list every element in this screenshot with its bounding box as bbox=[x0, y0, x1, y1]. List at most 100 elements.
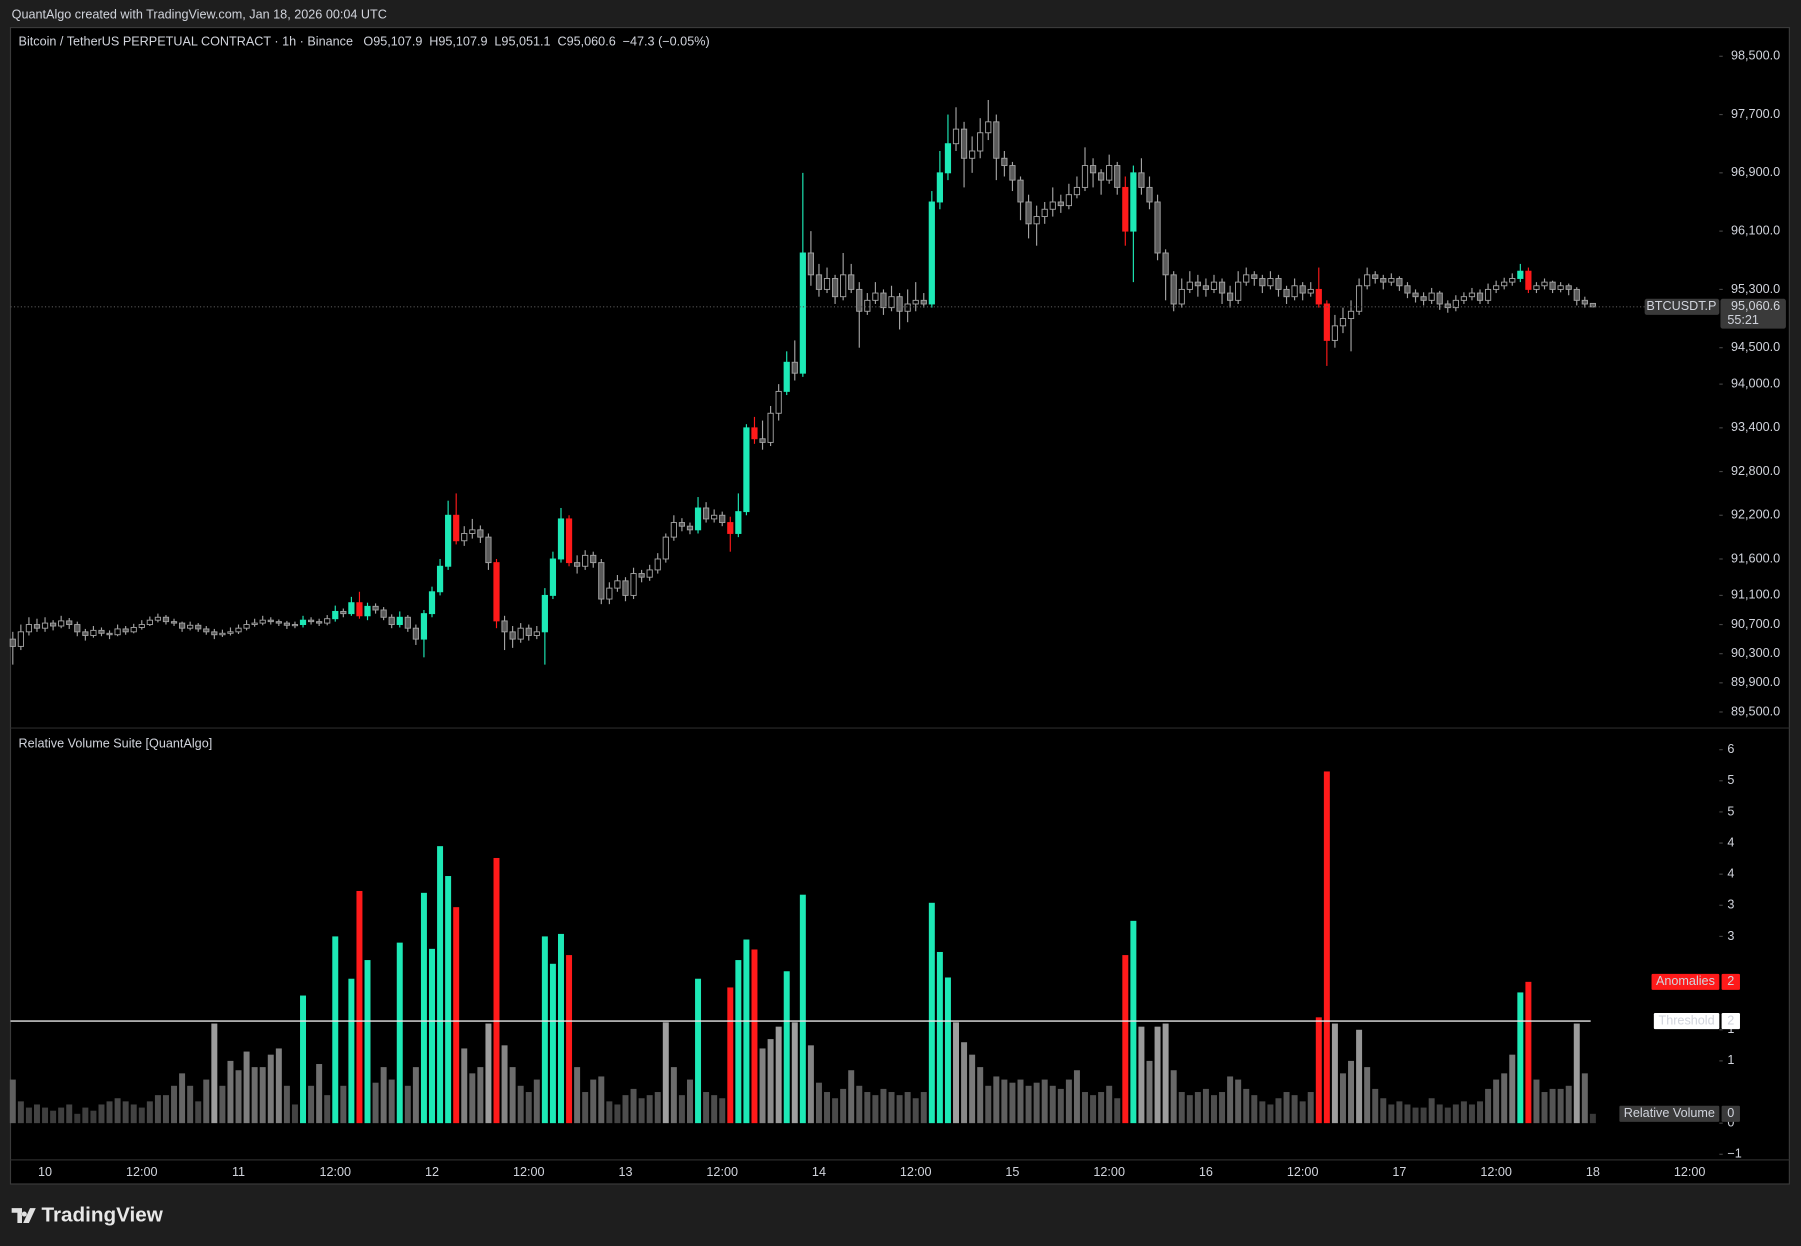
candle-body bbox=[1493, 285, 1500, 290]
candle-body bbox=[711, 514, 718, 520]
time-tick-label: 15 bbox=[1005, 1165, 1019, 1179]
candle-body bbox=[453, 514, 460, 542]
candle-body bbox=[831, 278, 839, 298]
anomalies-value: 2 bbox=[1727, 974, 1734, 988]
volume-bar bbox=[566, 955, 573, 1124]
volume-bar bbox=[1194, 1092, 1201, 1124]
volume-bar bbox=[678, 1095, 685, 1124]
volume-bar bbox=[1307, 1092, 1314, 1124]
volume-bar bbox=[1267, 1104, 1274, 1124]
candle-body bbox=[1057, 201, 1064, 207]
volume-bar bbox=[33, 1104, 40, 1124]
candle-body bbox=[1412, 292, 1419, 298]
candle-body bbox=[912, 299, 919, 305]
volume-bar bbox=[1412, 1107, 1419, 1124]
relative-volume-value: 0 bbox=[1727, 1106, 1734, 1120]
candle-body bbox=[493, 562, 500, 622]
price-tick-label: 89,900.0 bbox=[1731, 675, 1780, 689]
volume-bar bbox=[1589, 1113, 1596, 1124]
candle-body bbox=[1307, 288, 1314, 294]
volume-bar bbox=[1219, 1092, 1226, 1124]
volume-bar bbox=[203, 1079, 210, 1124]
candle-body bbox=[1065, 194, 1072, 207]
volume-bar bbox=[1380, 1098, 1387, 1124]
candle-body bbox=[936, 172, 943, 203]
candle-body bbox=[977, 132, 984, 152]
volume-bar bbox=[1025, 1085, 1032, 1124]
volume-bar bbox=[759, 1048, 766, 1124]
volume-bar bbox=[1396, 1101, 1403, 1124]
volume-bar bbox=[179, 1073, 186, 1124]
candle-body bbox=[622, 580, 629, 596]
volume-bar bbox=[993, 1076, 1000, 1124]
candle-body bbox=[751, 427, 758, 440]
volume-bar bbox=[1041, 1079, 1048, 1124]
volume-bar bbox=[1235, 1079, 1242, 1124]
candle-body bbox=[372, 605, 379, 611]
volume-bar bbox=[727, 987, 734, 1124]
volume-tick-label: 1 bbox=[1727, 1053, 1734, 1067]
candle-body bbox=[25, 624, 33, 633]
volume-bar bbox=[1485, 1088, 1492, 1124]
candle-body bbox=[509, 631, 516, 640]
volume-tick-label: 0 bbox=[1727, 1115, 1734, 1129]
candle-body bbox=[985, 121, 992, 134]
price-tick-label: 94,500.0 bbox=[1731, 340, 1780, 354]
candle-body bbox=[348, 602, 355, 615]
volume-bar bbox=[1525, 981, 1532, 1124]
candle-body bbox=[1581, 299, 1588, 305]
volume-bar bbox=[243, 1051, 250, 1124]
candle-body bbox=[1049, 201, 1056, 210]
candle-body bbox=[1098, 172, 1105, 181]
volume-bar bbox=[469, 1073, 476, 1124]
volume-bar bbox=[767, 1039, 774, 1124]
candle-body bbox=[106, 632, 113, 636]
candle-body bbox=[1041, 208, 1048, 218]
volume-bar bbox=[840, 1088, 847, 1124]
candle-body bbox=[1484, 288, 1492, 301]
candle-body bbox=[1106, 165, 1113, 181]
volume-bar bbox=[364, 960, 371, 1124]
candle-body bbox=[1154, 201, 1161, 254]
candle-body bbox=[9, 638, 16, 647]
candle-body bbox=[541, 594, 548, 633]
volume-tick-label: 4 bbox=[1727, 867, 1734, 881]
price-tick-label: 95,300.0 bbox=[1731, 282, 1780, 296]
candle-body bbox=[848, 274, 855, 290]
candle-body bbox=[420, 613, 428, 640]
time-tick-label: 14 bbox=[812, 1165, 826, 1179]
time-tick-label: 12:00 bbox=[1480, 1165, 1512, 1179]
candle-body bbox=[767, 412, 774, 443]
volume-bar bbox=[509, 1067, 516, 1124]
candle-body bbox=[50, 622, 57, 627]
candle-body bbox=[533, 631, 540, 636]
ohlc-value: L95,051.1 bbox=[494, 35, 550, 49]
volume-bar bbox=[582, 1092, 589, 1124]
volume-bar bbox=[872, 1095, 879, 1124]
candle-body bbox=[582, 554, 589, 567]
candle-body bbox=[590, 554, 597, 564]
candle-body bbox=[436, 565, 444, 593]
candle-body bbox=[638, 573, 645, 578]
volume-bar bbox=[98, 1104, 105, 1124]
volume-bar bbox=[1291, 1095, 1298, 1124]
candle-body bbox=[646, 569, 653, 578]
symbol: Bitcoin / TetherUS PERPETUAL CONTRACT · … bbox=[19, 35, 353, 49]
candle-body bbox=[1210, 281, 1218, 290]
candle-body bbox=[1565, 285, 1572, 290]
volume-tick-label: 1 bbox=[1727, 1022, 1734, 1036]
volume-bar bbox=[1565, 1085, 1572, 1124]
candle-body bbox=[469, 529, 476, 534]
time-tick-label: 12:00 bbox=[900, 1165, 932, 1179]
candle-body bbox=[1089, 165, 1097, 174]
volume-bar bbox=[735, 960, 742, 1124]
volume-bar bbox=[686, 1079, 693, 1124]
candle-body bbox=[74, 624, 81, 633]
volume-bar bbox=[824, 1092, 831, 1124]
volume-bar bbox=[1517, 992, 1524, 1124]
ohlc-value: −47.3 (−0.05%) bbox=[623, 35, 710, 49]
candle-body bbox=[856, 288, 863, 312]
candle-body bbox=[1073, 186, 1081, 196]
axis-labels: 98,500.0 97,700.0 96,900.0 96,100.0 95,300.0… bbox=[38, 49, 1786, 1179]
candle-body bbox=[565, 518, 573, 564]
